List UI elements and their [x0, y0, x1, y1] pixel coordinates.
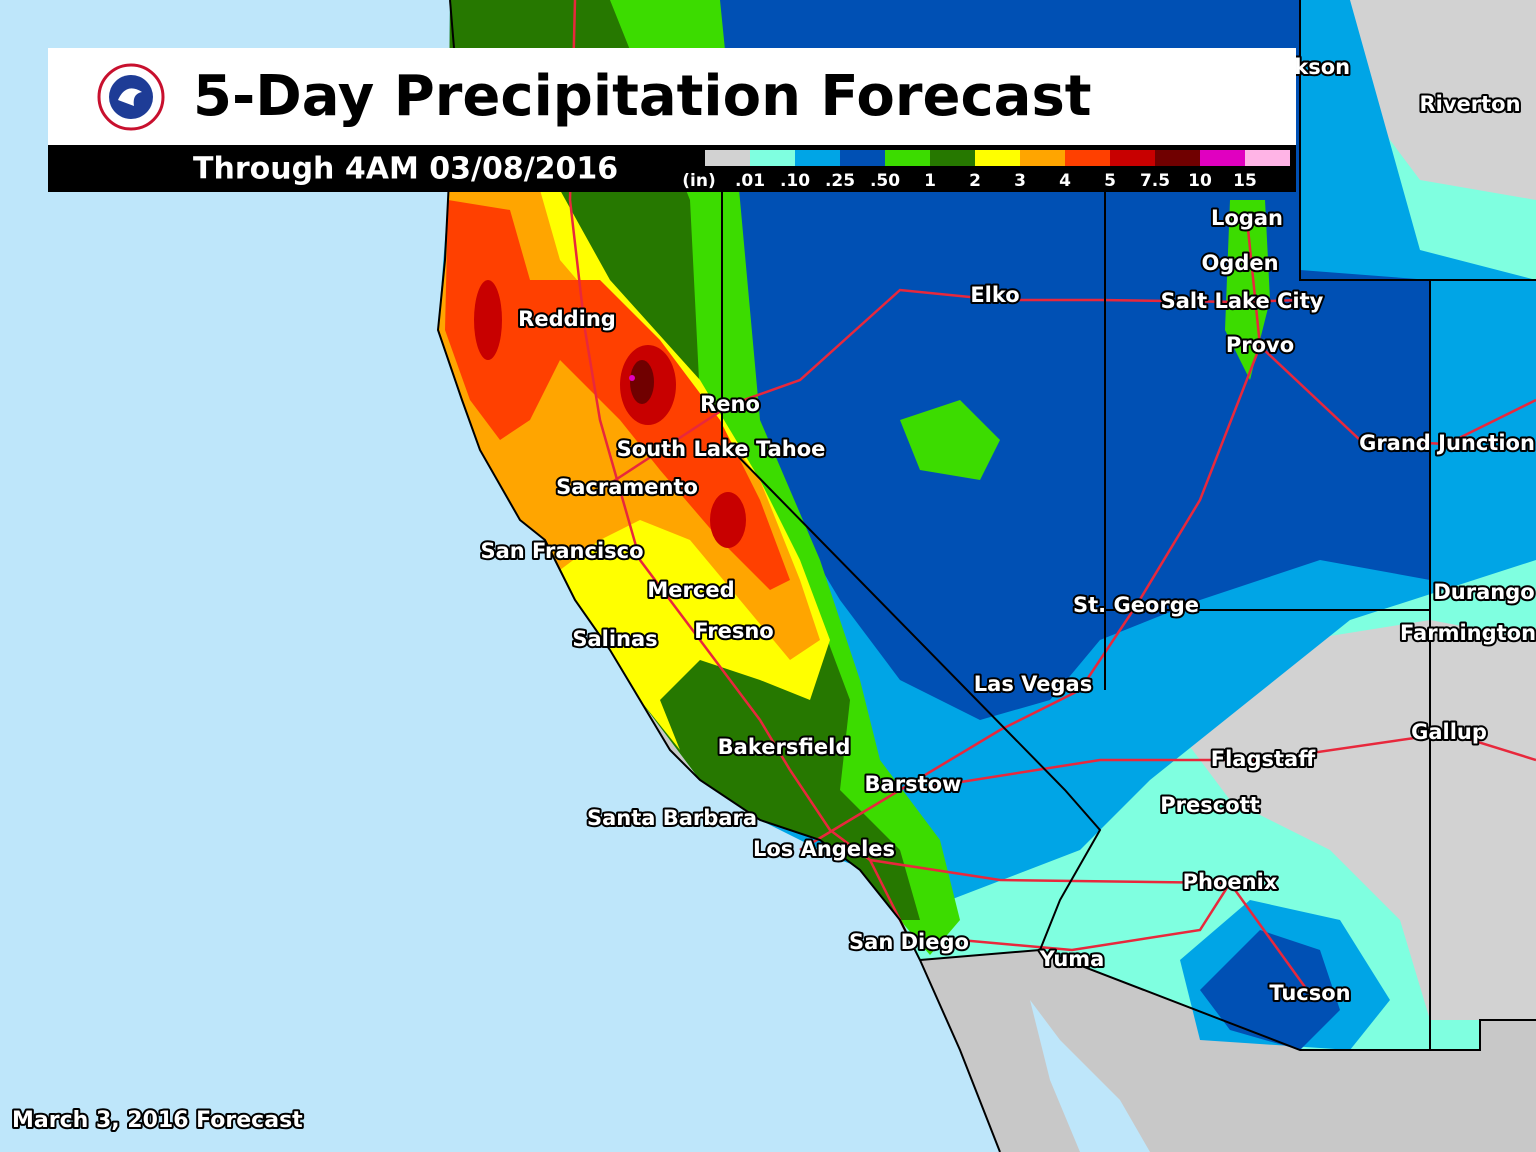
legend-label: 4 — [1059, 171, 1071, 191]
precip-10 — [629, 375, 635, 381]
legend-swatch — [840, 150, 885, 166]
city-label: Durango — [1433, 580, 1534, 604]
legend-label: .25 — [825, 171, 855, 191]
road — [799, 218, 1262, 852]
city-label: Logan — [1211, 206, 1283, 230]
legend-swatch — [975, 150, 1020, 166]
road — [869, 858, 1312, 995]
title: 5-Day Precipitation Forecast — [193, 64, 1092, 129]
road — [1259, 345, 1536, 446]
legend-swatch — [885, 150, 930, 166]
coastline — [436, 0, 1001, 1152]
legend-swatch — [930, 150, 975, 166]
legend-label: 2 — [969, 171, 981, 191]
subtitle: Through 4AM 03/08/2016 — [193, 152, 618, 187]
road — [959, 882, 1232, 952]
city-label: Flagstaff — [1211, 747, 1316, 771]
road — [909, 731, 1536, 792]
legend-swatch — [1155, 150, 1200, 166]
legend: .01 .10 .25 .50 1 2 3 4 5 7.5 10 15 — [705, 150, 1290, 191]
city-label: Farmington — [1400, 621, 1536, 645]
title-box — [48, 48, 1296, 145]
city-label: Phoenix — [1183, 870, 1278, 894]
legend-label: .50 — [870, 171, 900, 191]
legend-label: 5 — [1104, 171, 1116, 191]
precip-gray-se — [1170, 620, 1536, 1020]
precip-75 — [630, 360, 654, 404]
legend-label: 3 — [1014, 171, 1026, 191]
city-label: Bakersfield — [718, 735, 851, 759]
precip-50-nv — [900, 400, 1000, 480]
city-label: Los Angeles — [753, 837, 895, 861]
gulf — [1030, 1000, 1150, 1152]
city-label: Prescott — [1160, 793, 1259, 817]
city-label: San Francisco — [480, 539, 643, 563]
city-label: Provo — [1226, 333, 1294, 357]
legend-unit: (in) — [682, 171, 715, 191]
state-border — [1299, 0, 1431, 1050]
city-label: Las Vegas — [974, 672, 1092, 696]
legend-label: 1 — [924, 171, 936, 191]
legend-label: 7.5 — [1140, 171, 1170, 191]
legend-swatch — [795, 150, 840, 166]
legend-swatch — [1020, 150, 1065, 166]
legend-swatch — [1245, 150, 1290, 166]
city-label: Santa Barbara — [587, 806, 757, 830]
city-label: Elko — [970, 283, 1019, 307]
state-border — [721, 192, 1102, 951]
legend-label: 10 — [1188, 171, 1212, 191]
nws-logo — [97, 63, 165, 131]
legend-label: 15 — [1233, 171, 1257, 191]
road — [599, 288, 1301, 492]
country-border — [919, 948, 1536, 1051]
city-label: Salt Lake City — [1161, 289, 1324, 313]
city-label: Grand Junction — [1359, 431, 1535, 455]
footer: March 3, 2016 Forecast — [12, 1108, 303, 1133]
city-label: Sacramento — [556, 475, 698, 499]
city-label: South Lake Tahoe — [617, 437, 826, 461]
legend-swatch — [1110, 150, 1155, 166]
city-label: Merced — [647, 578, 734, 602]
legend-swatch — [750, 150, 795, 166]
city-label: Tucson — [1269, 981, 1350, 1005]
city-label: Riverton — [1419, 92, 1520, 116]
road — [568, 0, 912, 941]
city-label: San Diego — [849, 930, 969, 954]
precip-25-az — [1200, 930, 1340, 1050]
precip-4 — [445, 200, 790, 590]
city-label: Salinas — [572, 627, 657, 651]
city-label: Redding — [518, 307, 616, 331]
city-label: St. George — [1073, 593, 1199, 617]
city-label: Fresno — [694, 619, 773, 643]
city-label: Gallup — [1411, 720, 1487, 744]
precip-gray-ne — [1330, 0, 1536, 200]
city-label: Reno — [700, 392, 760, 416]
city-label: Yuma — [1039, 947, 1105, 971]
legend-swatch — [705, 150, 750, 166]
city-label: Barstow — [865, 772, 962, 796]
legend-swatch — [1200, 150, 1245, 166]
precip-5 — [710, 492, 746, 548]
city-label: Ogden — [1201, 251, 1278, 275]
legend-swatch — [1065, 150, 1110, 166]
legend-label: .01 — [735, 171, 765, 191]
legend-label: .10 — [780, 171, 810, 191]
precip-5 — [474, 280, 502, 360]
